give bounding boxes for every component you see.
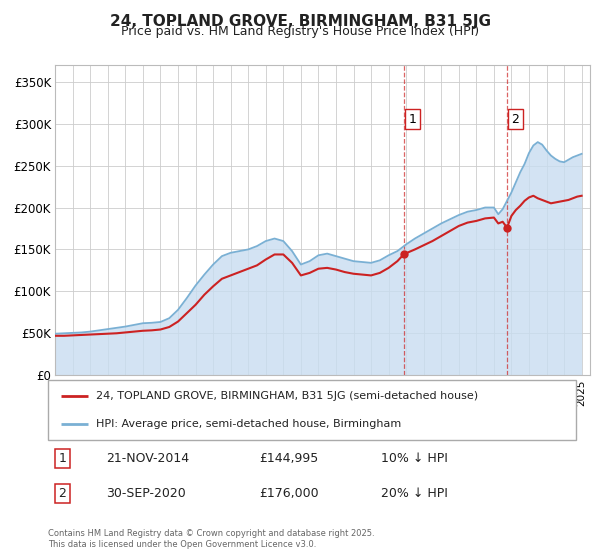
Text: 2: 2 [59,487,67,500]
Text: 20% ↓ HPI: 20% ↓ HPI [380,487,448,500]
Text: 24, TOPLAND GROVE, BIRMINGHAM, B31 5JG: 24, TOPLAND GROVE, BIRMINGHAM, B31 5JG [110,14,491,29]
FancyBboxPatch shape [48,380,576,440]
Text: 30-SEP-2020: 30-SEP-2020 [106,487,186,500]
Text: 21-NOV-2014: 21-NOV-2014 [106,452,189,465]
Text: 24, TOPLAND GROVE, BIRMINGHAM, B31 5JG (semi-detached house): 24, TOPLAND GROVE, BIRMINGHAM, B31 5JG (… [95,391,478,402]
Text: 1: 1 [59,452,67,465]
Text: Price paid vs. HM Land Registry's House Price Index (HPI): Price paid vs. HM Land Registry's House … [121,25,479,38]
Text: 10% ↓ HPI: 10% ↓ HPI [380,452,448,465]
Text: 2: 2 [511,113,520,126]
Text: £144,995: £144,995 [259,452,319,465]
Text: 1: 1 [409,113,416,126]
Text: HPI: Average price, semi-detached house, Birmingham: HPI: Average price, semi-detached house,… [95,419,401,429]
Text: £176,000: £176,000 [259,487,319,500]
Text: Contains HM Land Registry data © Crown copyright and database right 2025.
This d: Contains HM Land Registry data © Crown c… [48,529,374,549]
